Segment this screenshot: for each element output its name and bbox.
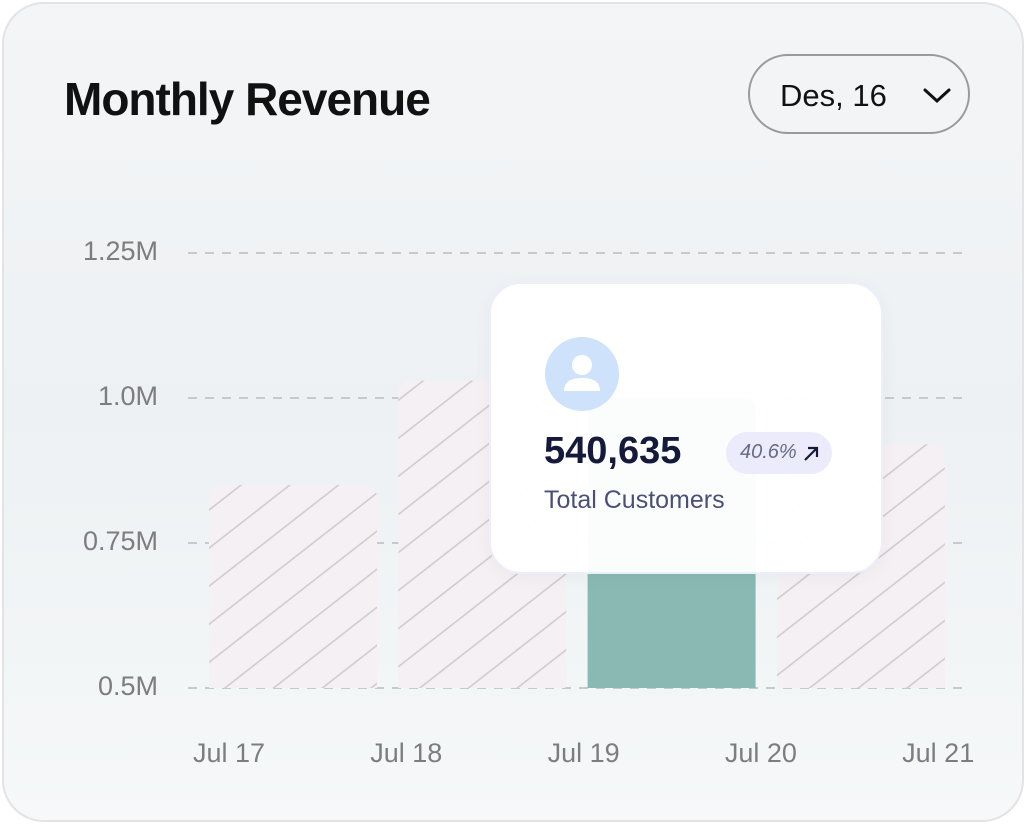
bar <box>209 485 377 688</box>
arrow-icon <box>804 446 819 461</box>
x-tick-label: Jul 21 <box>902 738 974 768</box>
dropdown-label: Des, 16 <box>780 78 887 113</box>
x-tick-label: Jul 18 <box>370 738 442 768</box>
chevron-icon <box>923 88 951 104</box>
tooltip: 540,635 40.6% Total Customers <box>489 282 883 574</box>
title: Monthly Revenue <box>64 73 431 125</box>
x-tick-label: Jul 17 <box>193 738 265 768</box>
y-tick-label: 0.5M <box>98 671 158 701</box>
date-dropdown[interactable]: Des, 16 <box>748 54 970 134</box>
y-tick-label: 0.75M <box>83 526 158 556</box>
x-tick-label: Jul 20 <box>725 738 797 768</box>
change-badge: 40.6% <box>726 432 832 474</box>
x-tick-label: Jul 19 <box>548 738 620 768</box>
avatar-icon <box>545 337 619 411</box>
y-tick-label: 1.0M <box>98 381 158 411</box>
change-label: 40.6% <box>740 441 797 463</box>
tooltip-label: Total Customers <box>544 486 725 514</box>
y-tick-label: 1.25M <box>83 236 158 266</box>
tooltip-value: 540,635 <box>544 430 682 472</box>
